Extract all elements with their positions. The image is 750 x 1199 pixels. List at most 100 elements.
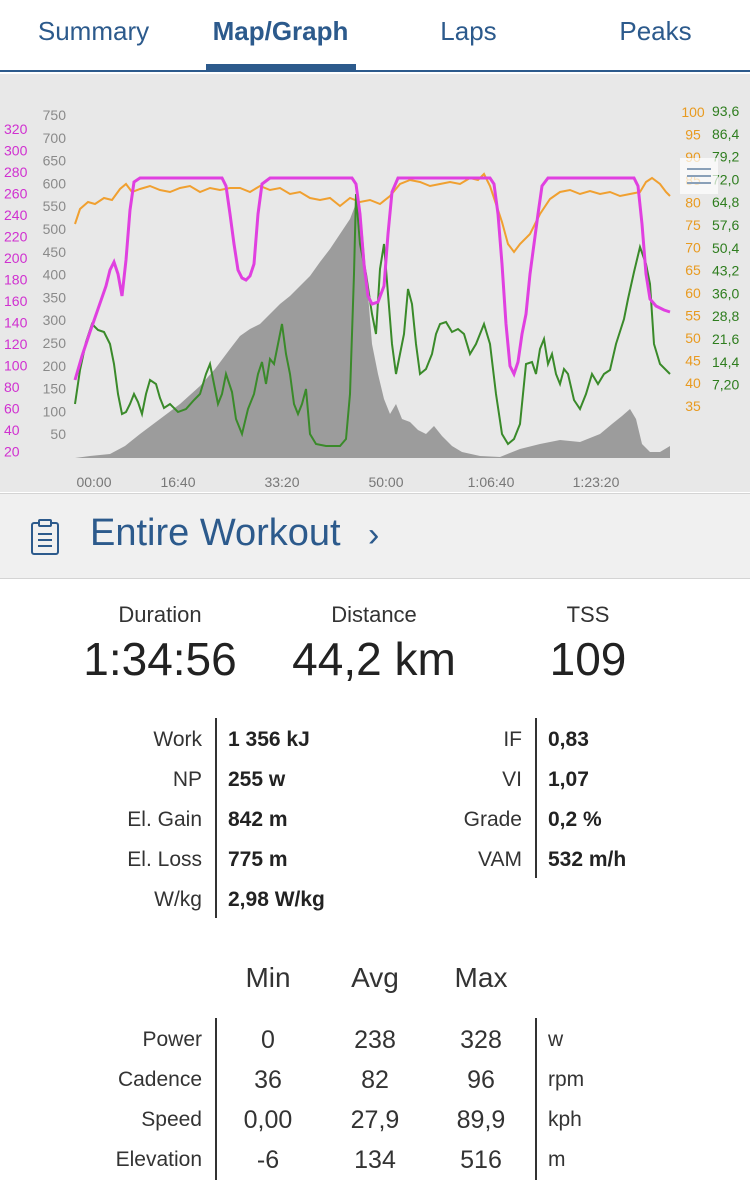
tab-laps[interactable]: Laps xyxy=(440,16,497,46)
table-cell-max: 516 xyxy=(460,1146,502,1174)
table-unit: m xyxy=(548,1148,566,1171)
elevation-axis-tick: 500 xyxy=(43,221,67,237)
distance-value: 44,2 km xyxy=(292,633,456,685)
elevation-axis-tick: 300 xyxy=(43,312,67,328)
detail-value: 1 356 kJ xyxy=(228,728,310,751)
divider xyxy=(215,718,217,918)
table-cell-avg: 238 xyxy=(354,1026,396,1054)
speed-axis-tick: 57,6 xyxy=(712,217,739,233)
speed-axis-tick: 43,2 xyxy=(712,263,739,279)
table-cell-min: 0 xyxy=(261,1026,275,1054)
elevation-axis-tick: 450 xyxy=(43,244,67,260)
power-axis-tick: 260 xyxy=(4,186,28,202)
workout-title: Entire Workout xyxy=(90,512,341,554)
speed-axis-tick: 7,20 xyxy=(712,377,739,393)
detail-label: VI xyxy=(502,768,522,791)
duration-label: Duration xyxy=(118,602,202,627)
power-axis-tick: 20 xyxy=(4,444,20,460)
detail-value: 775 m xyxy=(228,848,288,871)
chart-menu-button[interactable] xyxy=(680,158,718,194)
elevation-axis-tick: 250 xyxy=(43,335,67,351)
tab-peaks[interactable]: Peaks xyxy=(619,16,692,46)
table-cell-avg: 134 xyxy=(354,1146,396,1174)
elevation-axis-tick: 600 xyxy=(43,175,67,191)
cadence-axis-tick: 45 xyxy=(685,353,701,369)
elevation-axis-tick: 50 xyxy=(50,426,66,442)
table-cell-min: -6 xyxy=(256,1146,280,1174)
detail-label: Work xyxy=(153,728,202,751)
tab-summary[interactable]: Summary xyxy=(37,16,150,46)
graph-svg: 320 300 280 260 240 220 200 180 160 140 120 100 80 60… xyxy=(4,103,739,490)
table-row-label: Speed xyxy=(141,1108,202,1131)
duration-value: 1:34:56 xyxy=(83,633,237,685)
cadence-axis-tick: 60 xyxy=(685,285,701,301)
speed-axis-tick: 21,6 xyxy=(712,331,739,347)
active-tab-indicator xyxy=(206,64,356,71)
elevation-axis-tick: 750 xyxy=(43,107,67,123)
elevation-axis-tick: 650 xyxy=(43,153,67,169)
cadence-axis-tick: 40 xyxy=(685,375,701,391)
power-axis-tick: 320 xyxy=(4,121,28,137)
tab-map-graph[interactable]: Map/Graph xyxy=(212,16,349,46)
detail-value: 2,98 W/kg xyxy=(228,888,325,911)
table-cell-avg: 27,9 xyxy=(350,1106,400,1134)
power-axis-tick: 120 xyxy=(4,336,28,352)
elevation-axis-tick: 100 xyxy=(43,403,67,419)
clipboard-icon xyxy=(31,519,59,555)
time-axis-tick: 00:00 xyxy=(76,474,111,490)
cadence-axis-tick: 50 xyxy=(685,330,701,346)
speed-axis-tick: 79,2 xyxy=(712,149,739,165)
cadence-axis-tick: 95 xyxy=(685,127,701,143)
speed-axis-tick: 14,4 xyxy=(712,354,739,370)
speed-axis-tick: 28,8 xyxy=(712,308,739,324)
time-axis-tick: 1:06:40 xyxy=(468,474,515,490)
detail-value: 0,2 % xyxy=(548,808,602,831)
table-cell-max: 96 xyxy=(467,1066,495,1094)
time-axis-tick: 16:40 xyxy=(160,474,195,490)
elevation-axis-tick: 150 xyxy=(43,381,67,397)
power-axis-tick: 280 xyxy=(4,164,28,180)
detail-value: 1,07 xyxy=(548,768,589,791)
elevation-axis-tick: 350 xyxy=(43,289,67,305)
table-cell-max: 89,9 xyxy=(456,1106,506,1134)
detail-label: NP xyxy=(172,768,202,791)
axis-labels: 320 300 280 260 240 220 200 180 160 140 120 100 80 60… xyxy=(4,103,739,490)
workout-graph[interactable]: 320 300 280 260 240 220 200 180 160 140 120 100 80 60… xyxy=(0,74,750,492)
cadence-axis-tick: 70 xyxy=(685,240,701,256)
power-axis-tick: 140 xyxy=(4,315,28,331)
cadence-axis-tick: 55 xyxy=(685,307,701,323)
speed-axis-tick: 72,0 xyxy=(712,171,739,187)
detail-label: El. Gain xyxy=(127,808,202,831)
table-unit: kph xyxy=(548,1108,582,1131)
elevation-axis-tick: 200 xyxy=(43,358,67,374)
power-axis-tick: 180 xyxy=(4,272,28,288)
chevron-right-icon: › xyxy=(368,516,380,554)
table-unit: w xyxy=(548,1028,564,1051)
speed-axis-tick: 93,6 xyxy=(712,103,739,119)
time-axis-tick: 1:23:20 xyxy=(573,474,620,490)
cadence-axis-tick: 100 xyxy=(681,104,705,120)
detail-label: IF xyxy=(503,728,522,751)
cadence-axis-tick: 65 xyxy=(685,262,701,278)
table-header: Avg xyxy=(351,962,399,993)
cadence-axis-tick: 35 xyxy=(685,398,701,414)
detail-label: VAM xyxy=(478,848,522,871)
power-axis-tick: 60 xyxy=(4,401,20,417)
table-cell-min: 0,00 xyxy=(243,1106,293,1134)
power-axis-tick: 160 xyxy=(4,293,28,309)
table-unit: rpm xyxy=(548,1068,585,1091)
power-axis-tick: 100 xyxy=(4,358,28,374)
cadence-axis-tick: 80 xyxy=(685,194,701,210)
table-row-label: Power xyxy=(142,1028,202,1051)
power-axis-tick: 240 xyxy=(4,207,28,223)
cadence-line xyxy=(74,172,671,254)
elevation-area xyxy=(75,192,670,458)
detail-label: El. Loss xyxy=(127,848,202,871)
duration-stat: Duration 1:34:56 xyxy=(60,602,260,686)
workout-selector[interactable]: Entire Workout › xyxy=(0,493,750,579)
time-axis-tick: 50:00 xyxy=(368,474,403,490)
speed-axis-tick: 36,0 xyxy=(712,285,739,301)
power-axis-tick: 300 xyxy=(4,143,28,159)
distance-label: Distance xyxy=(331,602,417,627)
divider xyxy=(535,1018,537,1180)
